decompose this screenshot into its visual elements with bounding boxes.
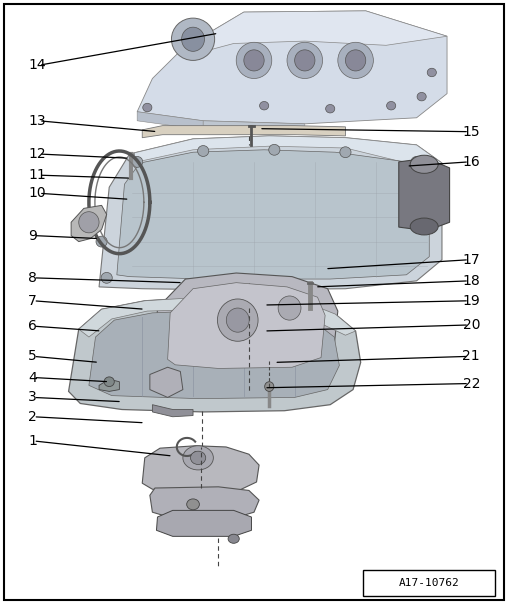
Ellipse shape xyxy=(187,499,199,510)
Ellipse shape xyxy=(411,156,422,167)
Polygon shape xyxy=(399,158,450,231)
Ellipse shape xyxy=(143,103,152,112)
Ellipse shape xyxy=(340,147,351,158)
Text: 12: 12 xyxy=(28,147,46,161)
Ellipse shape xyxy=(190,451,206,464)
Text: 22: 22 xyxy=(463,376,480,391)
Text: 13: 13 xyxy=(28,114,46,128)
Text: 10: 10 xyxy=(28,186,46,201)
Ellipse shape xyxy=(278,296,301,320)
Polygon shape xyxy=(150,487,259,518)
Text: 19: 19 xyxy=(462,294,480,308)
Polygon shape xyxy=(168,283,325,368)
Text: 8: 8 xyxy=(28,271,37,285)
Ellipse shape xyxy=(96,236,107,247)
Polygon shape xyxy=(156,510,251,536)
Polygon shape xyxy=(99,379,119,391)
Ellipse shape xyxy=(132,156,143,167)
Ellipse shape xyxy=(326,104,335,113)
Ellipse shape xyxy=(198,146,209,156)
Ellipse shape xyxy=(410,155,438,173)
Text: 16: 16 xyxy=(462,155,480,169)
Ellipse shape xyxy=(260,101,269,110)
Ellipse shape xyxy=(227,308,249,332)
Polygon shape xyxy=(150,367,183,397)
Ellipse shape xyxy=(265,382,274,391)
Ellipse shape xyxy=(417,92,426,101)
Ellipse shape xyxy=(345,50,366,71)
Bar xyxy=(363,570,495,596)
Ellipse shape xyxy=(410,218,438,235)
Polygon shape xyxy=(142,446,259,492)
Ellipse shape xyxy=(104,377,114,387)
Polygon shape xyxy=(79,297,356,337)
Polygon shape xyxy=(183,11,447,54)
Ellipse shape xyxy=(244,50,264,71)
Polygon shape xyxy=(99,136,442,290)
Text: 21: 21 xyxy=(462,349,480,364)
Polygon shape xyxy=(155,273,338,374)
Text: 5: 5 xyxy=(28,349,37,364)
Ellipse shape xyxy=(101,272,112,283)
Text: 11: 11 xyxy=(28,168,46,182)
Text: 4: 4 xyxy=(28,370,37,385)
Text: 1: 1 xyxy=(28,434,37,448)
Text: 9: 9 xyxy=(28,228,37,243)
Polygon shape xyxy=(89,310,339,399)
Ellipse shape xyxy=(425,206,436,217)
Polygon shape xyxy=(71,205,107,242)
Text: 18: 18 xyxy=(462,274,480,288)
Ellipse shape xyxy=(183,446,213,470)
Polygon shape xyxy=(137,11,447,124)
Ellipse shape xyxy=(79,212,99,233)
Polygon shape xyxy=(130,136,442,168)
Ellipse shape xyxy=(387,101,396,110)
Polygon shape xyxy=(203,121,305,133)
Ellipse shape xyxy=(182,27,204,51)
Ellipse shape xyxy=(269,144,280,155)
Text: 14: 14 xyxy=(28,58,46,72)
Ellipse shape xyxy=(171,18,214,60)
Ellipse shape xyxy=(338,42,373,79)
Ellipse shape xyxy=(217,299,258,341)
Ellipse shape xyxy=(295,50,315,71)
Text: 15: 15 xyxy=(462,124,480,139)
Text: 6: 6 xyxy=(28,319,37,333)
Text: A17-10762: A17-10762 xyxy=(399,578,460,588)
Polygon shape xyxy=(69,297,361,412)
Text: 20: 20 xyxy=(463,318,480,332)
Ellipse shape xyxy=(236,42,272,79)
Text: 7: 7 xyxy=(28,294,37,308)
Ellipse shape xyxy=(228,535,239,544)
Polygon shape xyxy=(152,405,193,417)
Polygon shape xyxy=(117,150,429,279)
Text: 2: 2 xyxy=(28,410,37,424)
Polygon shape xyxy=(142,126,345,138)
Polygon shape xyxy=(137,112,203,130)
Text: 17: 17 xyxy=(462,252,480,267)
Text: 3: 3 xyxy=(28,390,37,405)
Ellipse shape xyxy=(427,68,436,77)
Ellipse shape xyxy=(287,42,323,79)
